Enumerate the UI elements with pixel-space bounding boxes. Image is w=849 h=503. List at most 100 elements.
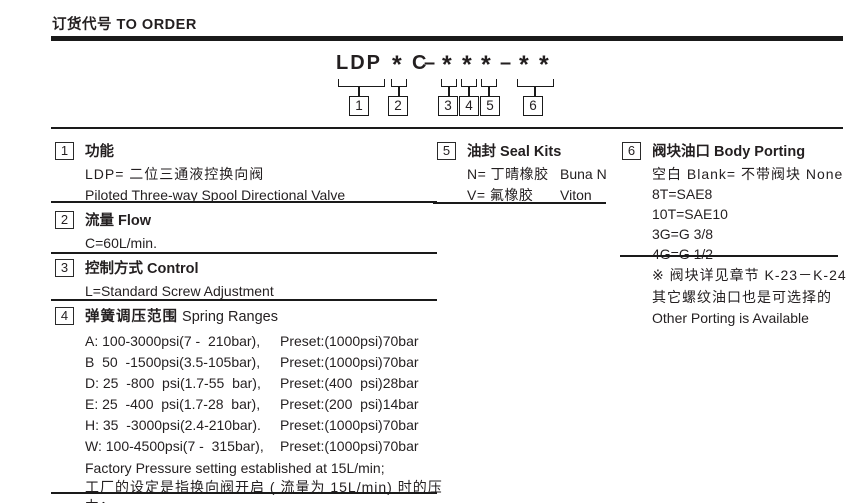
position-box-3: 3 — [438, 96, 458, 116]
control-value: L=Standard Screw Adjustment — [85, 283, 274, 299]
section-spring-ranges: 4 弹簧调压范围 Spring Ranges A: 100-3000psi(7 … — [51, 305, 446, 503]
section-number-badge-4: 4 — [55, 306, 74, 325]
code-segment-star-5: * — [519, 51, 529, 79]
code-segment-flow: C — [412, 52, 427, 74]
section-function-header: 1 功能 — [51, 140, 437, 161]
code-segment-star-3: * — [462, 51, 472, 79]
spring-title-en: Spring Ranges — [178, 309, 278, 325]
code-segment-star-1: * — [392, 51, 402, 79]
section-control-title: 控制方式 Control — [85, 261, 199, 277]
spring-preset-e: Preset:(200 psi)14bar — [280, 396, 419, 412]
function-value-zh: LDP= 二位三通液控换向阀 — [85, 166, 265, 182]
section-porting-title: 阀块油口 Body Porting — [652, 144, 806, 160]
spring-range-h: H: 35 -3000psi(2.4-210bar). — [85, 417, 261, 433]
porting-option-8t: 8T=SAE8 — [652, 186, 713, 202]
position-bracket-1 — [338, 79, 385, 87]
spring-preset-d: Preset:(400 psi)28bar — [280, 375, 419, 391]
section-spring-title: 弹簧调压范围 Spring Ranges — [85, 305, 278, 326]
bracket-drop-4 — [468, 87, 470, 96]
bracket-drop-6 — [534, 87, 536, 96]
porting-note-zh: 其它螺纹油口也是可选择的 — [652, 288, 832, 305]
spring-preset-h: Preset:(1000psi)70bar — [280, 417, 419, 433]
spring-range-b: B 50 -1500psi(3.5-105bar), — [85, 354, 261, 370]
seal-row-buna: N= 丁晴橡胶 Buna N — [467, 164, 610, 185]
spring-range-e: E: 25 -400 psi(1.7-28 bar), — [85, 396, 261, 412]
spring-preset-b: Preset:(1000psi)70bar — [280, 354, 419, 370]
spring-footnote-zh: 工厂的设定是指换向阀开启 ( 流量为 15L/min) 时的压力； — [85, 479, 443, 503]
section-flow-title: 流量 Flow — [85, 213, 152, 229]
position-box-6: 6 — [523, 96, 543, 116]
porting-option-3g: 3G=G 3/8 — [652, 226, 714, 242]
spring-range-row-b: B 50 -1500psi(3.5-105bar), Preset:(1000p… — [85, 352, 446, 373]
seal-name-viton: Viton — [560, 187, 592, 203]
porting-option-4g: 4G=G 1/2 — [652, 246, 714, 262]
position-box-2: 2 — [388, 96, 408, 116]
porting-note-reference: ※ 阀块详见章节 K-23－K-24 — [652, 267, 847, 283]
spring-footnote-en: Factory Pressure setting established at … — [85, 460, 385, 476]
columns-top-divider — [51, 127, 843, 129]
spring-range-row-a: A: 100-3000psi(7 - 210bar), Preset:(1000… — [85, 331, 446, 352]
position-box-1: 1 — [349, 96, 369, 116]
spring-range-a: A: 100-3000psi(7 - 210bar), — [85, 333, 261, 349]
section-flow-header: 2 流量 Flow — [51, 209, 437, 230]
rule-below-seal — [433, 202, 606, 204]
porting-option-none: 空白 Blank= 不带阀块 None — [652, 166, 844, 182]
section-spring-header: 4 弹簧调压范围 Spring Ranges — [51, 305, 446, 326]
spring-range-row-h: H: 35 -3000psi(2.4-210bar). Preset:(1000… — [85, 415, 446, 436]
section-function: 1 功能 LDP= 二位三通液控换向阀 Piloted Three-way Sp… — [51, 140, 437, 206]
code-dash-2: – — [500, 52, 512, 74]
section-seal-kits: 5 油封 Seal Kits N= 丁晴橡胶 Buna N V= 氟橡胶 Vit… — [433, 140, 610, 206]
rule-below-function — [51, 201, 437, 203]
seal-code-v: V= 氟橡胶 — [467, 187, 534, 203]
spring-title-zh: 弹簧调压范围 — [85, 309, 178, 325]
rule-below-spring — [51, 492, 437, 494]
position-box-5: 5 — [480, 96, 500, 116]
code-segment-model: LDP — [336, 52, 382, 74]
code-segment-star-6: * — [539, 51, 549, 79]
section-function-title: 功能 — [85, 144, 114, 160]
spring-range-w: W: 100-4500psi(7 - 315bar), — [85, 438, 264, 454]
porting-note: ※ 阀块详见章节 K-23－K-24 其它螺纹油口也是可选择的 Other Po… — [652, 265, 847, 330]
position-bracket-2 — [391, 79, 407, 87]
spring-range-row-d: D: 25 -800 psi(1.7-55 bar), Preset:(400 … — [85, 373, 446, 394]
code-dash-1: – — [424, 52, 436, 74]
bracket-drop-3 — [448, 87, 450, 96]
spring-range-row-e: E: 25 -400 psi(1.7-28 bar), Preset:(200 … — [85, 394, 446, 415]
section-porting-header: 6 阀块油口 Body Porting — [620, 140, 849, 161]
section-number-badge-3: 3 — [55, 258, 74, 277]
spring-range-row-w: W: 100-4500psi(7 - 315bar), Preset:(1000… — [85, 436, 446, 457]
section-flow: 2 流量 Flow C=60L/min. — [51, 209, 437, 254]
section-body-porting: 6 阀块油口 Body Porting 空白 Blank= 不带阀块 None … — [620, 140, 849, 264]
rule-below-flow — [51, 252, 437, 254]
spring-preset-w: Preset:(1000psi)70bar — [280, 438, 419, 454]
rule-below-control — [51, 299, 437, 301]
seal-name-buna: Buna N — [560, 166, 607, 182]
rule-below-porting — [620, 255, 838, 257]
bracket-drop-1 — [358, 87, 360, 96]
section-seal-title: 油封 Seal Kits — [467, 144, 562, 160]
section-control-header: 3 控制方式 Control — [51, 257, 437, 278]
spring-preset-a: Preset:(1000psi)70bar — [280, 333, 419, 349]
position-box-4: 4 — [459, 96, 479, 116]
seal-row-viton: V= 氟橡胶 Viton — [467, 185, 610, 206]
section-number-badge-6: 6 — [622, 141, 641, 160]
section-seal-header: 5 油封 Seal Kits — [433, 140, 610, 161]
porting-note-en: Other Porting is Available — [652, 310, 809, 326]
position-bracket-5 — [481, 79, 497, 87]
section-number-badge-5: 5 — [437, 141, 456, 160]
flow-value: C=60L/min. — [85, 235, 157, 251]
section-number-badge-1: 1 — [55, 141, 74, 160]
spring-range-d: D: 25 -800 psi(1.7-55 bar), — [85, 375, 261, 391]
section-number-badge-2: 2 — [55, 210, 74, 229]
bracket-drop-5 — [488, 87, 490, 96]
position-bracket-4 — [461, 79, 477, 87]
position-bracket-3 — [441, 79, 457, 87]
page-title: 订货代号 TO ORDER — [52, 17, 197, 33]
code-segment-star-2: * — [442, 51, 452, 79]
header-rule — [51, 36, 843, 41]
code-segment-star-4: * — [481, 51, 491, 79]
position-bracket-6 — [517, 79, 554, 87]
porting-option-10t: 10T=SAE10 — [652, 206, 728, 222]
bracket-drop-2 — [398, 87, 400, 96]
